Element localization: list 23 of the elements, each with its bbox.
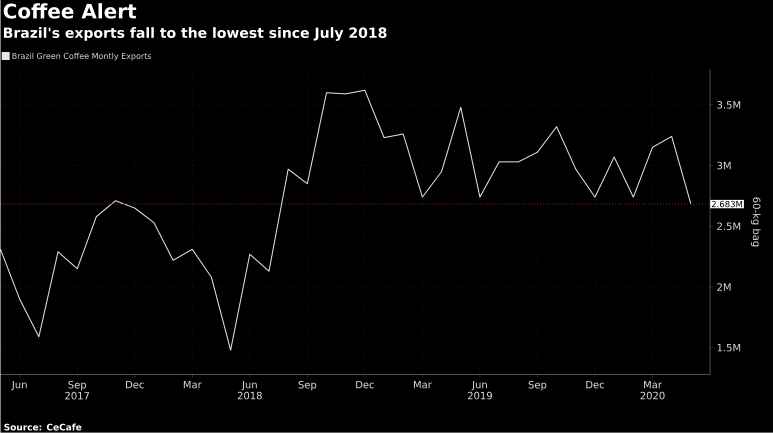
x-tick-label: Mar bbox=[184, 381, 202, 389]
x-tick-label: Dec bbox=[356, 381, 374, 389]
y-tick-label: 1.5M bbox=[718, 344, 740, 352]
x-tick-label: Jun 2018 bbox=[238, 381, 262, 400]
x-tick-label: Sep bbox=[528, 381, 546, 391]
chart-subtitle: Brazil's exports fall to the lowest since July 2018 bbox=[4, 27, 386, 41]
chart-title: Coffee Alert bbox=[4, 3, 136, 19]
y-tick-label: 3M bbox=[717, 162, 731, 170]
y-tick-label: 2.5M bbox=[717, 222, 740, 230]
x-tick-label: Dec bbox=[126, 381, 144, 389]
y-axis-title: 60-kg bag bbox=[750, 198, 761, 246]
x-tick-label: Jun 2019 bbox=[468, 381, 492, 400]
x-tick-label: Jun bbox=[11, 381, 27, 390]
x-tick-label: Sep 2017 bbox=[65, 381, 90, 400]
x-tick-label: Sep bbox=[298, 381, 316, 391]
x-tick-label: Mar 2020 bbox=[640, 381, 665, 400]
line-series bbox=[0, 90, 692, 351]
y-tick-label: 2M bbox=[717, 283, 731, 291]
source-note: Source: CeCafe bbox=[4, 424, 82, 431]
x-tick-label: Dec bbox=[586, 381, 604, 389]
x-tick-label: Mar bbox=[414, 381, 432, 389]
ref-line-label: 2.683M bbox=[712, 200, 742, 208]
y-tick-label: 3.5M bbox=[717, 101, 740, 109]
